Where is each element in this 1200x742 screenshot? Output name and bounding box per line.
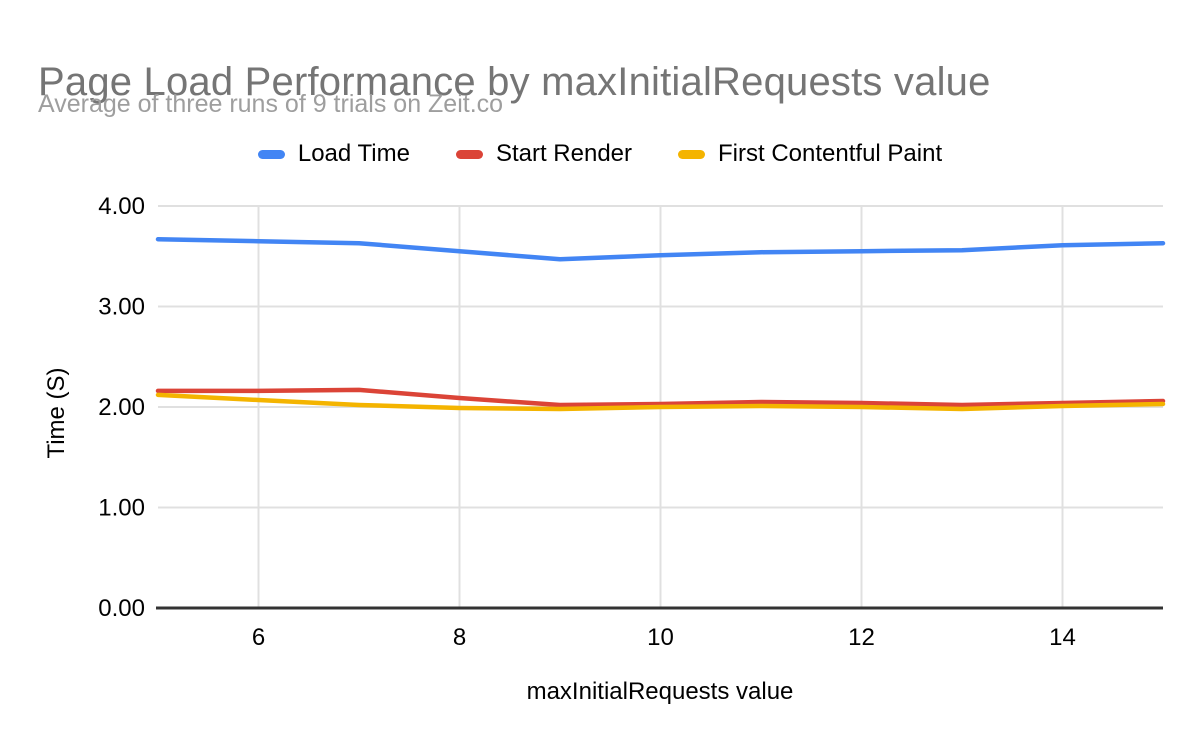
y-tick-label: 3.00 — [98, 294, 145, 321]
series-line-load-time — [155, 236, 1166, 262]
series-line-first-contentful-paint — [155, 392, 1166, 412]
legend-item-start-render: Start Render — [455, 140, 633, 168]
x-tick-label: 12 — [848, 624, 875, 651]
x-tick-label: 10 — [647, 624, 674, 651]
chart-subtitle: Average of three runs of 9 trials on Zei… — [38, 90, 504, 118]
y-tick-label: 1.00 — [98, 495, 145, 522]
legend-item-first-contentful-paint: First Contentful Paint — [678, 140, 942, 168]
start-render-swatch-icon — [455, 149, 483, 159]
x-axis-title: maxInitialRequests value — [526, 678, 794, 705]
load-time-swatch-icon — [257, 149, 285, 159]
y-axis-title: Time (S) — [43, 367, 70, 459]
x-tick-label: 8 — [453, 624, 466, 651]
legend-label: Load Time — [297, 140, 410, 167]
first-contentful-paint-swatch-icon — [678, 149, 706, 159]
legend: Load Time Start Render First Contentful … — [0, 140, 1200, 168]
x-tick-label: 14 — [1049, 624, 1076, 651]
legend-label: Start Render — [495, 140, 633, 167]
legend-item-load-time: Load Time — [257, 140, 410, 168]
chart-title: Page Load Performance by maxInitialReque… — [38, 59, 991, 104]
legend-label: First Contentful Paint — [718, 140, 943, 167]
y-tick-label: 2.00 — [98, 394, 145, 421]
y-tick-label: 0.00 — [98, 595, 145, 622]
series-line-start-render — [155, 387, 1166, 408]
x-tick-label: 6 — [252, 624, 265, 651]
y-tick-label: 4.00 — [98, 193, 145, 220]
